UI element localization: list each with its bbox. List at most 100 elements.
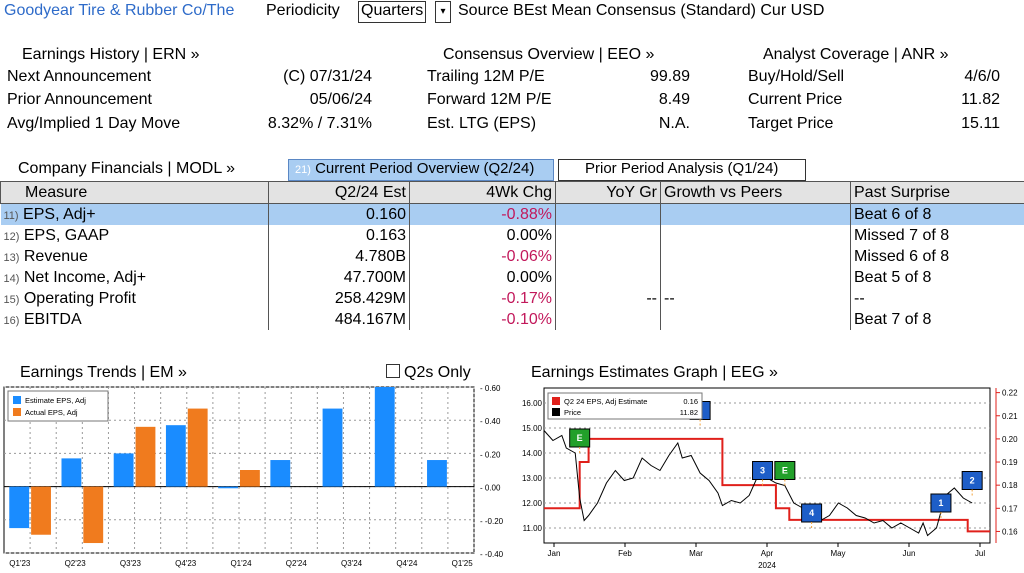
table-row[interactable]: 12) EPS, GAAP 0.163 0.00% Missed 7 of 8 bbox=[0, 225, 1024, 246]
peers-cell bbox=[660, 225, 851, 246]
peers-cell bbox=[660, 203, 851, 225]
x-tick-label: Q2'23 bbox=[65, 559, 87, 568]
table-row[interactable]: 15) Operating Profit 258.429M -0.17% -- … bbox=[0, 288, 1024, 309]
row-label: Prior Announcement bbox=[7, 91, 152, 108]
measure-name: EBITDA bbox=[23, 310, 82, 328]
y-left-tick-label: 15.00 bbox=[522, 424, 543, 433]
column-header[interactable]: 4Wk Chg bbox=[409, 181, 556, 204]
analyst-row: Buy/Hold/Sell 4/6/0 bbox=[748, 68, 1000, 90]
table-row[interactable]: 16) EBITDA 484.167M -0.10% Beat 7 of 8 bbox=[0, 309, 1024, 330]
yoy-cell bbox=[555, 267, 661, 288]
yoy-cell bbox=[555, 203, 661, 225]
x-tick-label: May bbox=[830, 549, 845, 558]
legend-label: Actual EPS, Adj bbox=[25, 408, 78, 417]
legend-label: Price bbox=[564, 408, 581, 417]
y-tick-label: - -0.20 bbox=[480, 517, 504, 526]
tab-number: 21) bbox=[295, 164, 311, 176]
tab-label: Prior Period Analysis (Q1/24) bbox=[585, 160, 779, 177]
estimate-cell: 0.163 bbox=[268, 225, 410, 246]
change-cell: 0.00% bbox=[409, 225, 556, 246]
table-row[interactable]: 13) Revenue 4.780B -0.06% Missed 6 of 8 bbox=[0, 246, 1024, 267]
column-header[interactable]: YoY Gr bbox=[555, 181, 661, 204]
earnings-history-row: Avg/Implied 1 Day Move 8.32% / 7.31% bbox=[7, 115, 372, 137]
consensus-row: Forward 12M P/E 8.49 bbox=[427, 91, 690, 113]
marker-label: 3 bbox=[760, 466, 765, 476]
legend-box bbox=[7, 390, 109, 422]
bar-estimate bbox=[322, 408, 343, 487]
column-header[interactable]: Measure bbox=[0, 181, 269, 204]
company-financials-title[interactable]: Company Financials | MODL » bbox=[18, 160, 235, 177]
column-header[interactable]: Q2/24 Est bbox=[268, 181, 410, 204]
chevron-down-icon[interactable]: ▾ bbox=[435, 1, 451, 23]
y-left-tick-label: 14.00 bbox=[522, 449, 543, 458]
x-tick-label: Q2'24 bbox=[286, 559, 308, 568]
legend-swatch bbox=[13, 408, 21, 416]
row-label: Current Price bbox=[748, 91, 843, 108]
tab-label: Current Period Overview (Q2/24) bbox=[315, 160, 535, 177]
periodicity-select[interactable]: Quarters bbox=[358, 1, 427, 23]
table-row[interactable]: 11) EPS, Adj+ 0.160 -0.88% Beat 6 of 8 bbox=[0, 203, 1024, 225]
surprise-cell: Missed 6 of 8 bbox=[850, 246, 1024, 267]
bar-actual bbox=[31, 486, 51, 535]
estimate-cell: 0.160 bbox=[268, 203, 410, 225]
checkbox-label: Q2s Only bbox=[404, 364, 471, 381]
row-number: 16) bbox=[3, 314, 20, 327]
y-right-tick-label: 0.22 bbox=[1002, 389, 1018, 398]
surprise-cell: -- bbox=[850, 288, 1024, 309]
x-tick-label: Q3'24 bbox=[341, 559, 363, 568]
company-name[interactable]: Goodyear Tire & Rubber Co/The bbox=[4, 2, 235, 19]
change-cell: -0.10% bbox=[409, 309, 556, 330]
earnings-history-row: Next Announcement (C) 07/31/24 bbox=[7, 68, 372, 90]
row-value: N.A. bbox=[658, 115, 690, 132]
legend-value: 11.82 bbox=[680, 408, 698, 417]
x-tick-label: Q4'24 bbox=[396, 559, 418, 568]
q2s-only-checkbox[interactable]: Q2s Only bbox=[386, 364, 471, 382]
marker-label: 1 bbox=[938, 498, 943, 508]
earnings-history-panel: Earnings History | ERN » Next Announceme… bbox=[7, 46, 372, 138]
legend-label: Q2 24 EPS, Adj Estimate bbox=[564, 397, 647, 406]
surprise-cell: Beat 6 of 8 bbox=[850, 203, 1024, 225]
analyst-coverage-title[interactable]: Analyst Coverage | ANR » bbox=[763, 46, 949, 63]
earnings-trends-chart: - 0.60 - 0.40 - 0.20 - 0.00 - -0.20 - -0.40 Q1… bbox=[3, 385, 504, 568]
tab-current-period[interactable]: 21) Current Period Overview (Q2/24) bbox=[288, 159, 554, 181]
legend-swatch bbox=[552, 408, 560, 416]
column-header[interactable]: Growth vs Peers bbox=[660, 181, 851, 204]
consensus-row: Est. LTG (EPS) N.A. bbox=[427, 115, 690, 137]
marker-label: E bbox=[577, 433, 583, 443]
earnings-estimates-graph-title[interactable]: Earnings Estimates Graph | EEG » bbox=[531, 364, 778, 381]
marker-label: 4 bbox=[809, 508, 814, 518]
x-tick-label: Mar bbox=[689, 549, 703, 558]
x-tick-label: Apr bbox=[761, 549, 774, 558]
y-left-tick-label: 16.00 bbox=[522, 399, 543, 408]
bar-estimate bbox=[113, 453, 134, 487]
change-cell: 0.00% bbox=[409, 267, 556, 288]
table-header-row: Measure Q2/24 Est 4Wk Chg YoY Gr Growth … bbox=[0, 181, 1024, 204]
periodicity-label: Periodicity bbox=[266, 2, 340, 19]
tab-prior-period[interactable]: Prior Period Analysis (Q1/24) bbox=[558, 159, 806, 181]
bar-actual bbox=[83, 486, 104, 544]
y-tick-label: - 0.60 bbox=[480, 385, 501, 393]
row-value: 8.49 bbox=[658, 91, 690, 108]
x-tick-label: Q1'23 bbox=[9, 559, 31, 568]
row-value: 8.32% / 7.31% bbox=[267, 115, 372, 132]
bar-actual bbox=[240, 470, 260, 487]
x-tick-label: Jun bbox=[903, 549, 916, 558]
table-row[interactable]: 14) Net Income, Adj+ 47.700M 0.00% Beat … bbox=[0, 267, 1024, 288]
y-tick-label: - 0.40 bbox=[480, 417, 501, 426]
bar-actual bbox=[187, 408, 208, 487]
x-tick-label: Q1'24 bbox=[230, 559, 252, 568]
consensus-overview-title[interactable]: Consensus Overview | EEO » bbox=[443, 46, 655, 63]
consensus-row: Trailing 12M P/E 99.89 bbox=[427, 68, 690, 90]
bar-estimate bbox=[165, 425, 186, 487]
x-tick-label: Q3'23 bbox=[120, 559, 142, 568]
row-number: 13) bbox=[3, 251, 20, 264]
x-tick-label: Feb bbox=[618, 549, 632, 558]
peers-cell bbox=[660, 246, 851, 267]
column-header[interactable]: Past Surprise bbox=[850, 181, 1024, 204]
earnings-trends-title[interactable]: Earnings Trends | EM » bbox=[20, 364, 187, 381]
financials-table: Measure Q2/24 Est 4Wk Chg YoY Gr Growth … bbox=[0, 181, 1024, 330]
y-left-tick-label: 12.00 bbox=[522, 499, 543, 508]
earnings-history-title[interactable]: Earnings History | ERN » bbox=[22, 46, 200, 63]
estimate-cell: 47.700M bbox=[268, 267, 410, 288]
checkbox-icon[interactable] bbox=[386, 364, 400, 378]
